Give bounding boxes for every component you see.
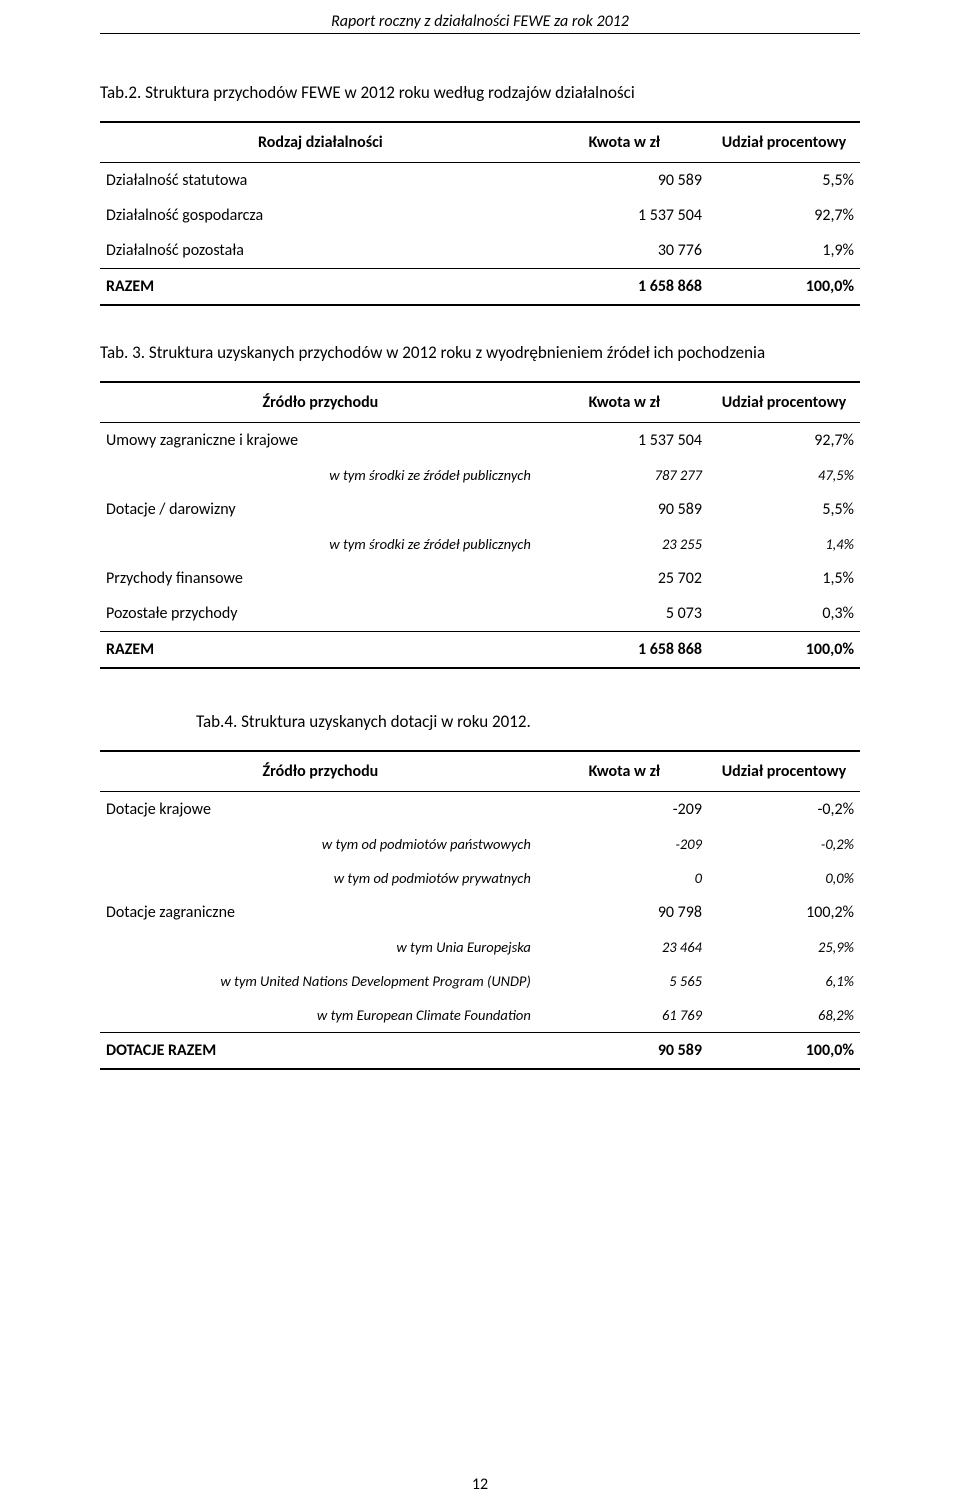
table-row: Umowy zagraniczne i krajowe1 537 50492,7…	[100, 423, 860, 459]
table-row: Dotacje zagraniczne90 798100,2%	[100, 895, 860, 930]
table-row: Dotacje krajowe-209-0,2%	[100, 792, 860, 828]
row-value-percent: 25,9%	[708, 930, 860, 964]
tab4-col-1: Kwota w zł	[541, 751, 708, 792]
row-value-amount: 5 565	[541, 964, 708, 998]
row-value-percent: 1,4%	[708, 527, 860, 561]
row-label: RAZEM	[100, 632, 541, 669]
row-label: RAZEM	[100, 269, 541, 306]
row-label: Pozostałe przychody	[100, 596, 541, 632]
tab3-body: Umowy zagraniczne i krajowe1 537 50492,7…	[100, 423, 860, 669]
row-label: Działalność pozostała	[100, 233, 541, 269]
row-value-percent: 1,9%	[708, 233, 860, 269]
tab2-table: Rodzaj działalności Kwota w zł Udział pr…	[100, 121, 860, 306]
running-header: Raport roczny z działalności FEWE za rok…	[100, 0, 860, 34]
row-value-percent: 100,2%	[708, 895, 860, 930]
table-row: w tym European Climate Foundation61 7696…	[100, 998, 860, 1033]
table-row: w tym United Nations Development Program…	[100, 964, 860, 998]
page-number: 12	[0, 1475, 960, 1494]
row-label: DOTACJE RAZEM	[100, 1033, 541, 1070]
table-row: w tym Unia Europejska23 46425,9%	[100, 930, 860, 964]
row-value-percent: 1,5%	[708, 561, 860, 596]
row-label: w tym United Nations Development Program…	[100, 964, 541, 998]
row-value-amount: 90 589	[541, 163, 708, 199]
row-value-amount: 1 658 868	[541, 632, 708, 669]
row-value-percent: 92,7%	[708, 423, 860, 459]
row-label: Przychody finansowe	[100, 561, 541, 596]
row-value-percent: 0,0%	[708, 861, 860, 895]
table-row: RAZEM1 658 868100,0%	[100, 269, 860, 306]
table-row: w tym od podmiotów państwowych-209-0,2%	[100, 827, 860, 861]
tab2-caption: Tab.2. Struktura przychodów FEWE w 2012 …	[100, 82, 860, 103]
row-value-amount: 5 073	[541, 596, 708, 632]
table-row: Działalność gospodarcza1 537 50492,7%	[100, 198, 860, 233]
document-page: Raport roczny z działalności FEWE za rok…	[0, 0, 960, 1512]
tab2-col-0: Rodzaj działalności	[100, 122, 541, 163]
row-value-percent: 100,0%	[708, 1033, 860, 1070]
tab3-col-2: Udział procentowy	[708, 382, 860, 423]
row-label: Umowy zagraniczne i krajowe	[100, 423, 541, 459]
table-row: Pozostałe przychody5 0730,3%	[100, 596, 860, 632]
row-value-amount: 61 769	[541, 998, 708, 1033]
table-row: w tym środki ze źródeł publicznych787 27…	[100, 458, 860, 492]
row-label: w tym Unia Europejska	[100, 930, 541, 964]
row-value-percent: -0,2%	[708, 827, 860, 861]
row-label: w tym od podmiotów prywatnych	[100, 861, 541, 895]
tab2-col-1: Kwota w zł	[541, 122, 708, 163]
row-label: Działalność gospodarcza	[100, 198, 541, 233]
tab4-body: Dotacje krajowe-209-0,2%w tym od podmiot…	[100, 792, 860, 1070]
tab3-col-1: Kwota w zł	[541, 382, 708, 423]
table-row: w tym od podmiotów prywatnych00,0%	[100, 861, 860, 895]
table-row: Przychody finansowe25 7021,5%	[100, 561, 860, 596]
row-value-amount: 90 589	[541, 1033, 708, 1070]
tab4-caption: Tab.4. Struktura uzyskanych dotacji w ro…	[100, 711, 860, 732]
row-label: w tym środki ze źródeł publicznych	[100, 527, 541, 561]
tab2-col-2: Udział procentowy	[708, 122, 860, 163]
row-value-amount: 30 776	[541, 233, 708, 269]
row-value-amount: -209	[541, 827, 708, 861]
row-label: w tym środki ze źródeł publicznych	[100, 458, 541, 492]
table-row: w tym środki ze źródeł publicznych23 255…	[100, 527, 860, 561]
row-value-percent: 5,5%	[708, 163, 860, 199]
table-row: Dotacje / darowizny90 5895,5%	[100, 492, 860, 527]
table-row: DOTACJE RAZEM90 589100,0%	[100, 1033, 860, 1070]
row-value-amount: -209	[541, 792, 708, 828]
row-value-amount: 23 464	[541, 930, 708, 964]
row-label: Dotacje zagraniczne	[100, 895, 541, 930]
row-value-amount: 90 798	[541, 895, 708, 930]
row-value-percent: 6,1%	[708, 964, 860, 998]
row-value-amount: 0	[541, 861, 708, 895]
row-label: w tym European Climate Foundation	[100, 998, 541, 1033]
tab2-body: Działalność statutowa90 5895,5%Działalno…	[100, 163, 860, 306]
row-label: Dotacje krajowe	[100, 792, 541, 828]
row-value-amount: 1 537 504	[541, 198, 708, 233]
row-value-percent: 47,5%	[708, 458, 860, 492]
tab4-col-2: Udział procentowy	[708, 751, 860, 792]
row-value-amount: 25 702	[541, 561, 708, 596]
row-value-percent: 5,5%	[708, 492, 860, 527]
row-value-percent: 100,0%	[708, 632, 860, 669]
table-row: Działalność statutowa90 5895,5%	[100, 163, 860, 199]
row-value-percent: 0,3%	[708, 596, 860, 632]
row-value-percent: 92,7%	[708, 198, 860, 233]
table-row: RAZEM1 658 868100,0%	[100, 632, 860, 669]
tab3-col-0: Źródło przychodu	[100, 382, 541, 423]
row-label: Dotacje / darowizny	[100, 492, 541, 527]
row-value-amount: 23 255	[541, 527, 708, 561]
row-value-amount: 787 277	[541, 458, 708, 492]
row-value-amount: 1 658 868	[541, 269, 708, 306]
tab3-table: Źródło przychodu Kwota w zł Udział proce…	[100, 381, 860, 669]
tab4-table: Źródło przychodu Kwota w zł Udział proce…	[100, 750, 860, 1070]
row-value-percent: -0,2%	[708, 792, 860, 828]
row-value-percent: 68,2%	[708, 998, 860, 1033]
row-label: w tym od podmiotów państwowych	[100, 827, 541, 861]
tab4-col-0: Źródło przychodu	[100, 751, 541, 792]
table-row: Działalność pozostała30 7761,9%	[100, 233, 860, 269]
row-label: Działalność statutowa	[100, 163, 541, 199]
tab3-caption: Tab. 3. Struktura uzyskanych przychodów …	[100, 342, 860, 363]
row-value-amount: 1 537 504	[541, 423, 708, 459]
row-value-amount: 90 589	[541, 492, 708, 527]
row-value-percent: 100,0%	[708, 269, 860, 306]
